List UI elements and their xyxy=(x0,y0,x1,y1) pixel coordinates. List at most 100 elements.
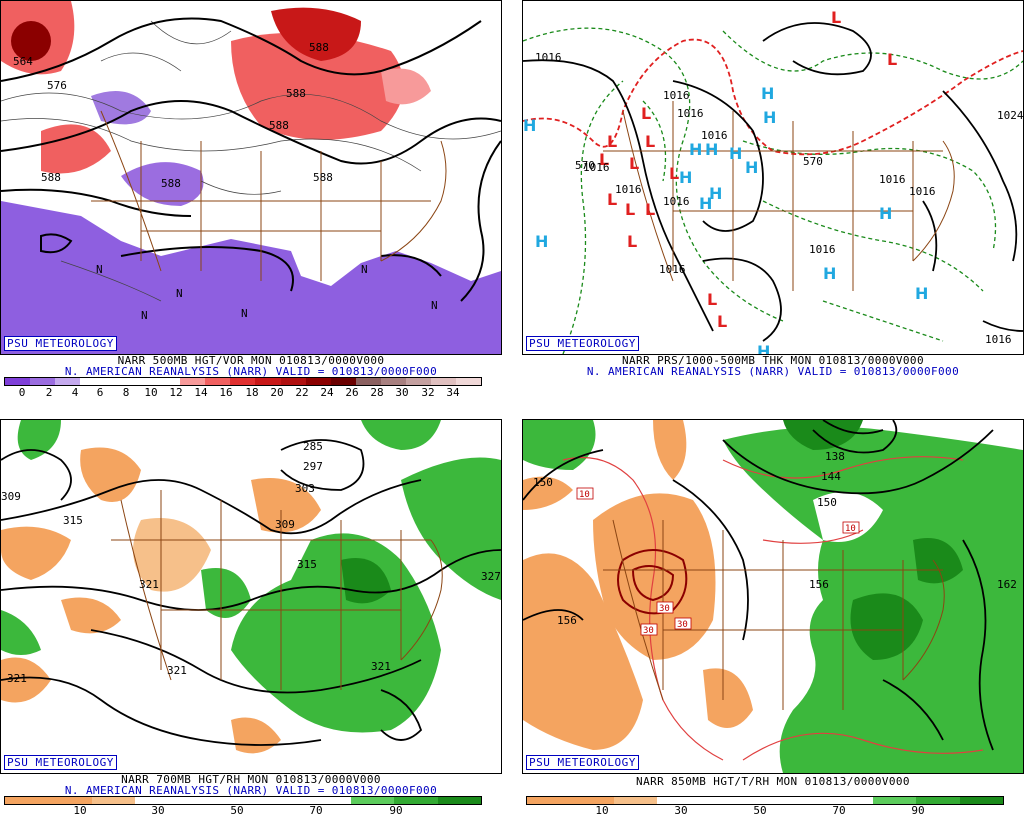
legend-label: 22 xyxy=(295,386,309,399)
isobar-label: 1016 xyxy=(677,107,704,120)
low-pressure-symbol: L xyxy=(629,154,639,173)
low-pressure-symbol: L xyxy=(887,50,897,69)
color-legend-labels: 0 2 4 6 8 10 12 14 16 18 20 22 24 26 28 … xyxy=(0,386,502,399)
legend-label: 30 xyxy=(395,386,409,399)
low-pressure-symbol: L xyxy=(607,190,617,209)
temperature-label: 30 xyxy=(677,620,688,630)
vorticity-high-area xyxy=(41,124,111,174)
legend-label: 34 xyxy=(446,386,460,399)
legend-swatch xyxy=(55,378,81,385)
branding-label: PSU METEOROLOGY xyxy=(526,336,639,351)
legend-label: 8 xyxy=(122,386,130,399)
contour-label: 150 xyxy=(533,476,553,489)
temperature-label: 10 xyxy=(579,490,590,500)
map-850mb-svg: 150 156 150 156 144 138 162 10 10 30 30 … xyxy=(523,420,1023,773)
contour-label: 321 xyxy=(167,664,187,677)
contour-label: 588 xyxy=(309,41,329,54)
high-pressure-symbol: H xyxy=(879,204,892,223)
temperature-label-box: 10 xyxy=(576,487,594,500)
dry-area xyxy=(133,518,211,592)
legend-swatch xyxy=(221,797,265,804)
dry-area xyxy=(703,668,753,728)
dry-area xyxy=(80,447,141,502)
legend-swatch xyxy=(80,378,106,385)
legend-label: 18 xyxy=(245,386,259,399)
panel-caption: NARR 850MB HGT/T/RH MON 010813/0000V000 xyxy=(636,775,910,788)
isobar-label: 1016 xyxy=(615,183,642,196)
panel-caption: NARR 700MB HGT/RH MON 010813/0000V000 xyxy=(121,773,381,786)
vorticity-low-area xyxy=(91,91,151,125)
legend-swatch xyxy=(380,378,406,385)
legend-label: 0 xyxy=(18,386,26,399)
panel-700mb-hgt-rh: 309 315 321 321 321 321 309 315 303 297 … xyxy=(0,419,502,817)
branding-label: PSU METEOROLOGY xyxy=(526,755,639,770)
contour-label: 156 xyxy=(557,614,577,627)
high-pressure-symbol: H xyxy=(915,284,928,303)
high-pressure-symbol: H xyxy=(763,108,776,127)
contour-label: 588 xyxy=(269,119,289,132)
moist-area xyxy=(361,420,441,450)
low-pressure-symbol: L xyxy=(707,290,717,309)
legend-label: 10 xyxy=(73,804,87,817)
legend-swatch xyxy=(230,378,256,385)
isobar-label: 1016 xyxy=(663,89,690,102)
temperature-label: 10 xyxy=(845,524,856,534)
contour-label: 327 xyxy=(481,570,501,583)
legend-label: 4 xyxy=(71,386,79,399)
legend-swatch xyxy=(455,378,481,385)
color-legend-bar xyxy=(526,796,1004,805)
contour-label: 321 xyxy=(371,660,391,673)
contour-label: 315 xyxy=(297,558,317,571)
legend-label: 10 xyxy=(144,386,158,399)
dry-area xyxy=(1,526,71,580)
legend-label: 28 xyxy=(370,386,384,399)
contour-label: 156 xyxy=(809,578,829,591)
vorticity-low-area xyxy=(1,201,501,354)
map-prs-thickness-svg: L L L L L L L L L L L L L L H H H H xyxy=(523,1,1023,354)
map-700mb: 309 315 321 321 321 321 309 315 303 297 … xyxy=(0,419,502,774)
legend-swatch xyxy=(873,797,917,804)
legend-swatch xyxy=(178,797,222,804)
high-pressure-symbol: H xyxy=(699,194,712,213)
temperature-label-box: 30 xyxy=(656,601,674,614)
high-pressure-symbol: H xyxy=(705,140,718,159)
moist-area xyxy=(1,610,41,655)
dry-area xyxy=(523,553,643,750)
vort-min-label: N xyxy=(361,263,368,276)
isobar-label: 1016 xyxy=(583,161,610,174)
legend-swatch xyxy=(786,797,830,804)
isobar-label: 1016 xyxy=(879,173,906,186)
legend-label: 26 xyxy=(345,386,359,399)
isobar-label: 1024 xyxy=(997,109,1023,122)
reanalysis-line: N. AMERICAN REANALYSIS (NARR) VALID = 01… xyxy=(64,784,438,797)
high-pressure-symbol: H xyxy=(823,264,836,283)
high-pressure-symbol: H xyxy=(729,144,742,163)
legend-swatch xyxy=(48,797,92,804)
legend-label: 90 xyxy=(389,804,403,817)
legend-swatch xyxy=(394,797,438,804)
legend-swatch xyxy=(437,797,481,804)
legend-swatch xyxy=(5,797,49,804)
legend-swatch xyxy=(916,797,960,804)
panel-500mb-hgt-vor: 564 576 588 588 588 588 588 588 N N N N … xyxy=(0,0,502,398)
map-700mb-svg: 309 315 321 321 321 321 309 315 303 297 … xyxy=(1,420,501,773)
legend-label: 14 xyxy=(194,386,208,399)
vorticity-neutral xyxy=(461,111,501,211)
temperature-label: 30 xyxy=(643,626,654,636)
thickness-label: 570 xyxy=(803,155,823,168)
branding-label: PSU METEOROLOGY xyxy=(4,336,117,351)
high-pressure-symbol: H xyxy=(761,84,774,103)
legend-swatch xyxy=(91,797,135,804)
legend-label: 20 xyxy=(270,386,284,399)
temperature-label: 30 xyxy=(659,604,670,614)
legend-swatch xyxy=(305,378,331,385)
legend-label: 50 xyxy=(753,804,767,817)
legend-swatch xyxy=(351,797,395,804)
legend-swatch xyxy=(527,797,571,804)
legend-swatch xyxy=(700,797,744,804)
panel-caption: NARR 500MB HGT/VOR MON 010813/0000V000 xyxy=(117,354,385,367)
low-pressure-symbol: L xyxy=(627,232,637,251)
contour-label: 321 xyxy=(7,672,27,685)
dry-area xyxy=(1,657,51,703)
dry-area xyxy=(61,597,121,634)
